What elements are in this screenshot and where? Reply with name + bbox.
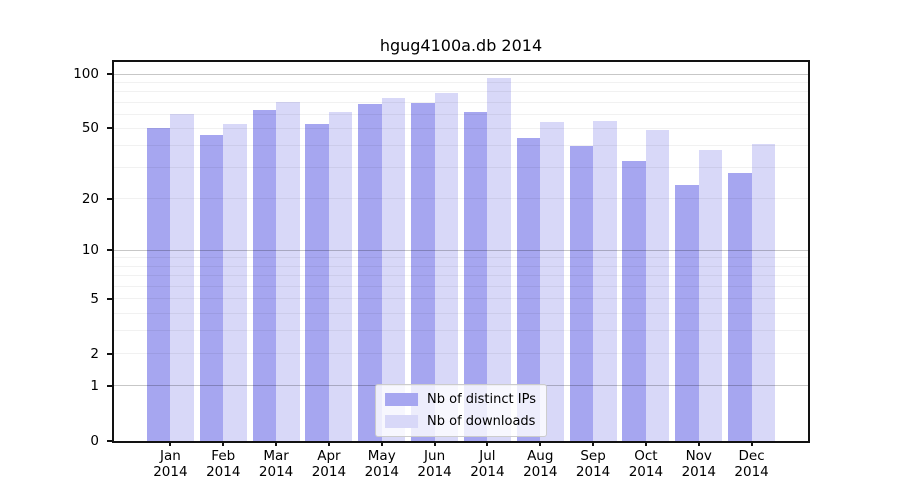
bar-distinct-ips [569,145,594,441]
legend: Nb of distinct IPs Nb of downloads [375,384,547,437]
bar-distinct-ips [728,173,752,441]
x-tick-label-line: Dec [738,448,765,464]
y-tick-label: 0 [90,433,99,449]
bar-downloads [434,92,459,441]
x-axis-tick [275,441,278,446]
bar-distinct-ips [411,103,435,441]
y-tick-label: 2 [90,345,99,362]
x-axis-tick [592,441,595,446]
x-tick-label-line: Feb [211,448,236,464]
plot-area: Nb of distinct IPs Nb of downloads [112,60,810,443]
x-tick-label-line: 2014 [470,464,505,480]
x-tick-label-line: Aug [527,448,554,464]
x-tick-label: Oct 2014 [614,448,678,480]
legend-item-downloads: Nb of downloads [385,414,536,429]
x-tick-label-line: 2014 [311,464,347,480]
y-tick-label: 1 [90,377,99,394]
bar-downloads [698,149,723,441]
y-tick-label: 5 [90,290,99,307]
x-tick-label: Nov 2014 [667,448,731,480]
y-tick-label: 10 [81,242,99,259]
y-axis-tick [107,297,112,300]
y-tick-label: 50 [81,120,99,137]
y-axis-tick [107,127,112,130]
y-axis-tick [107,197,112,200]
y-axis-tick [107,440,112,442]
bar-distinct-ips [622,160,646,441]
x-tick-label: May 2014 [350,448,414,480]
bar-distinct-ips [516,138,541,441]
bar-downloads [540,122,564,441]
x-axis-tick [486,441,489,446]
y-axis-tick [107,352,112,355]
x-axis-tick [222,441,225,446]
x-tick-label-line: Jun [424,448,446,464]
x-tick-label-line: 2014 [364,464,399,480]
bar-distinct-ips [463,111,488,441]
bar-downloads [328,111,353,441]
y-tick-label: 100 [73,66,99,82]
x-axis-tick [697,441,700,446]
legend-swatch [385,393,419,406]
y-axis-tick [107,384,112,387]
x-tick-label-line: Jan [160,448,181,464]
bar-distinct-ips [252,110,277,441]
x-tick-label-line: 2014 [575,464,611,480]
x-tick-label-line: 2014 [523,464,558,480]
x-tick-label-line: Sep [580,448,606,464]
x-tick-label-line: Oct [634,448,658,464]
bar-downloads [593,120,617,441]
y-axis-tick [107,249,112,252]
x-tick-label: Aug 2014 [508,448,572,480]
x-axis-tick [433,441,436,446]
bar-downloads [170,114,194,441]
x-tick-label-line: 2014 [206,464,241,480]
bar-distinct-ips [358,104,382,441]
x-axis-tick [380,441,383,446]
x-tick-label-line: Apr [317,448,341,464]
x-tick-label-line: 2014 [258,464,294,480]
legend-label: Nb of downloads [427,414,536,429]
chart-title: hgug4100a.db 2014 [379,36,543,55]
x-axis-tick [327,441,330,446]
x-tick-label-line: Nov [685,448,712,464]
x-tick-label-line: 2014 [153,464,188,480]
bar-distinct-ips [146,128,171,441]
legend-item-distinct-ips: Nb of distinct IPs [385,392,536,407]
x-tick-label: Sep 2014 [561,448,625,480]
y-axis-tick [107,73,112,75]
x-tick-label-line: 2014 [417,464,452,480]
bar-distinct-ips [199,134,224,441]
bar-distinct-ips [675,185,699,441]
x-tick-label-line: May [367,448,396,464]
x-tick-label: Dec 2014 [720,448,784,480]
bar-distinct-ips [305,123,329,441]
x-axis-tick [539,441,542,446]
legend-label: Nb of distinct IPs [427,392,536,407]
x-tick-label-line: Jul [479,448,496,464]
bar-downloads [487,78,511,441]
legend-swatch [385,415,419,428]
bar-downloads [751,143,776,441]
x-tick-label-line: Mar [263,448,289,464]
x-tick-label: Jan 2014 [138,448,202,480]
bar-downloads [223,123,247,441]
x-tick-label: Jul 2014 [455,448,519,480]
x-tick-label: Feb 2014 [191,448,255,480]
x-tick-label: Jun 2014 [403,448,467,480]
x-tick-label-line: 2014 [681,464,716,480]
x-tick-label: Apr 2014 [297,448,361,480]
x-axis-tick [169,441,172,446]
x-tick-label-line: 2014 [734,464,769,480]
x-tick-label-line: 2014 [628,464,664,480]
bar-downloads [645,129,670,441]
bar-downloads [276,102,300,441]
x-axis-tick [750,441,753,446]
bar-downloads [381,97,406,441]
y-tick-label: 20 [81,190,99,207]
x-tick-label: Mar 2014 [244,448,308,480]
x-axis-tick [644,441,647,446]
bar-layer [114,62,808,441]
